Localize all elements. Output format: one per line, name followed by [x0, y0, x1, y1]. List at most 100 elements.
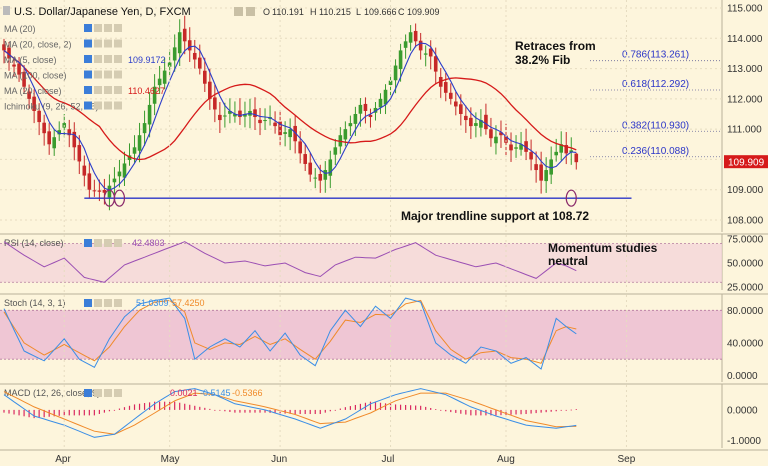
price-pane: 108.000109.000110.000111.000112.000113.0… [0, 0, 764, 232]
candle-body [524, 141, 528, 152]
rsi-tick-label: 75.0000 [727, 234, 764, 245]
rsi-control-icon[interactable] [84, 239, 92, 247]
indicator-control-icon[interactable] [94, 101, 102, 110]
indicator-control-icon[interactable] [104, 101, 112, 110]
macd-histogram-bar [530, 409, 532, 414]
candle-body [443, 82, 448, 93]
time-tick-label: Jul [382, 454, 395, 465]
macd-tick-label: 0.0000 [727, 405, 758, 416]
macd-histogram-bar [334, 409, 336, 411]
candle-body [333, 147, 338, 155]
stoch-control-icon[interactable] [114, 299, 122, 307]
candle-body [102, 189, 107, 193]
candle-body [223, 115, 227, 117]
macd-histogram-bar [58, 409, 60, 416]
indicator-control-icon[interactable] [84, 70, 92, 79]
candle-body [358, 104, 363, 114]
macd-histogram-bar [264, 409, 266, 413]
macd-histogram-bar [289, 409, 291, 414]
indicator-control-icon[interactable] [94, 55, 102, 63]
candle-body [12, 64, 16, 67]
rsi-control-icon[interactable] [114, 239, 122, 247]
macd-histogram-bar [219, 409, 221, 411]
candle-body [2, 44, 6, 51]
candle-body [489, 129, 493, 139]
macd-control-icon[interactable] [84, 389, 92, 397]
macd-histogram-bar [294, 409, 296, 415]
candle-body [7, 47, 11, 59]
candle-body [47, 131, 51, 145]
indicator-control-icon[interactable] [114, 86, 122, 94]
macd-histogram-bar [68, 409, 70, 416]
macd-histogram-bar [249, 409, 251, 413]
indicator-control-icon[interactable] [114, 39, 122, 48]
indicator-label: MA (20) [4, 24, 36, 34]
rsi-control-icon[interactable] [104, 239, 112, 247]
time-tick-label: Apr [55, 454, 71, 465]
indicator-control-icon[interactable] [84, 55, 92, 63]
indicator-value: 110.4627 [128, 86, 165, 96]
collapse-icon[interactable] [3, 6, 10, 15]
macd-histogram-bar [565, 409, 567, 411]
indicator-control-icon[interactable] [84, 86, 92, 94]
candle-body [554, 151, 558, 156]
macd-control-icon[interactable] [94, 389, 102, 397]
legend-settings-icon[interactable] [234, 7, 255, 16]
candle-body [253, 109, 257, 118]
stoch-control-icon[interactable] [94, 299, 102, 307]
indicator-control-icon[interactable] [84, 101, 92, 110]
indicator-control-icon[interactable] [94, 39, 102, 48]
indicator-control-icon[interactable] [84, 24, 92, 32]
macd-histogram-bar [184, 403, 186, 410]
candle-body [323, 170, 328, 180]
trendline-note: Major trendline support at 108.72 [401, 209, 589, 223]
candle-body [172, 47, 177, 61]
macd-histogram-bar [159, 401, 161, 410]
macd-histogram-bar [550, 409, 552, 412]
candle-body [378, 98, 383, 108]
candle-body [559, 144, 564, 153]
rsi-control-icon[interactable] [94, 239, 102, 247]
candle-body [197, 57, 202, 69]
indicator-control-icon[interactable] [104, 39, 112, 48]
indicator-control-icon[interactable] [114, 101, 122, 110]
candle-body [208, 81, 212, 99]
macd-control-icon[interactable] [104, 389, 112, 397]
indicator-control-icon[interactable] [104, 55, 112, 63]
indicator-control-icon[interactable] [94, 24, 102, 32]
candle-body [152, 86, 157, 104]
ma20-line [3, 49, 577, 161]
indicator-control-icon[interactable] [104, 86, 112, 94]
indicator-value: 109.9172 [128, 55, 166, 65]
macd-signal-value: -0.5366 [232, 388, 263, 398]
macd-histogram-bar [425, 406, 427, 410]
macd-histogram-bar [224, 409, 226, 412]
indicator-control-icon[interactable] [94, 70, 102, 79]
stoch-k-value: 51.0309 [136, 298, 169, 308]
indicator-control-icon[interactable] [84, 39, 92, 48]
candle-body [182, 28, 187, 42]
macd-histogram-bar [450, 409, 452, 413]
macd-histogram-bar [430, 407, 432, 410]
price-tick-label: 113.000 [727, 64, 763, 75]
candle-body [97, 190, 102, 192]
indicator-control-icon[interactable] [114, 55, 122, 63]
candle-body [368, 114, 373, 118]
macd-histogram-bar [299, 409, 301, 415]
candle-body [22, 71, 26, 87]
indicator-control-icon[interactable] [104, 24, 112, 32]
price-tick-label: 114.000 [727, 34, 763, 45]
indicator-control-icon[interactable] [104, 70, 112, 79]
macd-histogram-bar [189, 404, 191, 410]
macd-histogram-bar [374, 402, 377, 410]
stoch-control-icon[interactable] [84, 299, 92, 307]
indicator-control-icon[interactable] [94, 86, 102, 94]
indicator-control-icon[interactable] [114, 24, 122, 32]
current-price-value: 109.909 [728, 158, 765, 169]
candle-body [278, 121, 282, 136]
indicator-control-icon[interactable] [114, 70, 122, 79]
macd-control-icon[interactable] [114, 389, 122, 397]
stoch-control-icon[interactable] [104, 299, 112, 307]
indicator-legend: MA (20) MA (20, close, 2) MA (5, close) 109… [4, 24, 166, 112]
